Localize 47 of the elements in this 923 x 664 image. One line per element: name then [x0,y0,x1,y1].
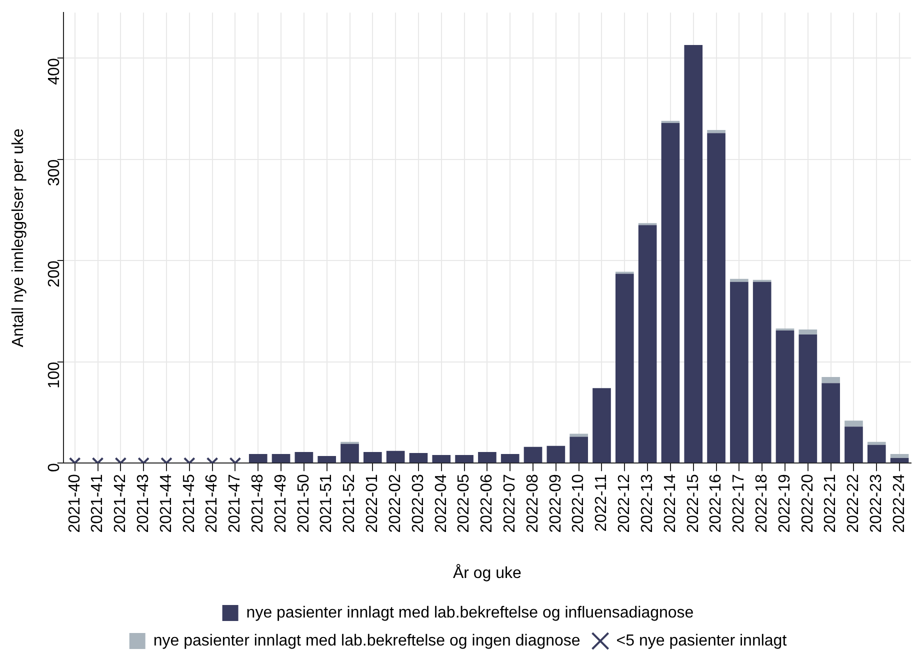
x-tick-label: 2022-20 [799,474,816,533]
x-tick-label: 2022-13 [638,474,656,533]
x-tick-label: 2022-21 [822,474,840,533]
x-tick-label: 2021-49 [272,474,290,533]
x-tick-label: 2021-45 [180,474,198,533]
legend-label: nye pasienter innlagt med lab.bekreftelse og ingen diagnose [153,632,580,650]
x-tick-label: 2022-07 [502,474,519,533]
x-tick-label: 2021-44 [158,474,175,533]
x-tick-label: 2022-23 [868,474,886,533]
x-tick-label: 2021-42 [112,474,130,533]
x-tick-label: 2022-22 [845,474,862,533]
legend-label: nye pasienter innlagt med lab.bekreftelse og influensadiagnose [246,604,694,622]
x-tick-label: 2021-52 [341,474,358,533]
x-tick-label: 2022-24 [890,474,908,533]
x-tick-label: 2022-14 [662,474,679,533]
y-tick-label: 100 [46,362,63,389]
x-tick-label: 2022-06 [478,474,496,533]
x-tick-label: 2022-05 [456,474,473,533]
x-tick-label: 2022-08 [524,474,542,533]
y-tick-label: 400 [46,58,63,85]
x-tick-label: 2021-48 [250,474,267,533]
x-tick-label: 2022-18 [754,474,771,533]
x-tick-label: 2021-51 [318,474,336,533]
x-tick-label: 2022-04 [432,474,450,533]
x-tick-label: 2021-40 [66,474,84,533]
x-tick-label: 2021-47 [226,474,244,533]
x-tick-label: 2021-50 [295,474,312,533]
x-axis-title: År og uke [452,564,522,582]
y-axis-title: Antall nye innleggelser per uke [10,128,28,348]
x-tick-label: 2021-41 [89,474,106,533]
x-tick-label: 2022-19 [776,474,794,533]
x-tick-label: 2022-09 [547,474,564,533]
x-tick-label: 2022-12 [616,474,634,533]
x-tick-label: 2022-11 [593,474,610,532]
y-tick-label: 200 [46,260,63,288]
x-tick-label: 2022-01 [364,474,382,533]
legend-label: <5 nye pasienter innlagt [616,632,788,650]
x-tick-label: 2022-17 [730,474,748,533]
x-tick-label: 2021-43 [134,474,152,533]
x-tick-label: 2022-15 [684,474,702,533]
x-tick-label: 2021-46 [204,474,221,533]
y-tick-label: 0 [46,462,63,472]
x-tick-label: 2022-10 [570,474,588,533]
x-tick-label: 2022-03 [410,474,427,533]
x-tick-label: 2022-02 [386,474,404,533]
y-tick-label: 300 [46,159,63,186]
x-tick-label: 2022-16 [708,474,725,533]
